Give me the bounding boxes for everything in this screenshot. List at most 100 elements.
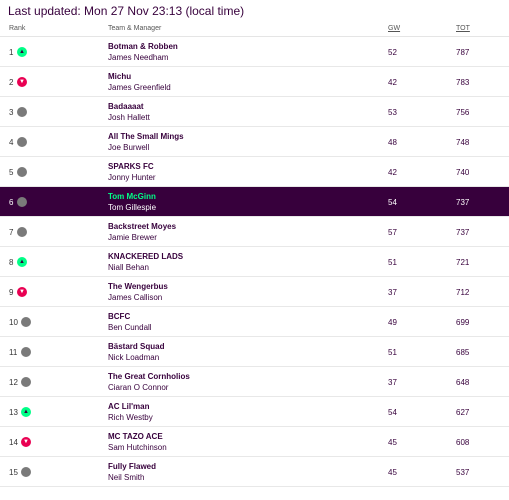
total-points: 699 [456, 318, 470, 327]
table-row[interactable]: 3 Badaaaat Josh Hallett 53 756 [0, 97, 509, 127]
table-row[interactable]: 5 SPARKS FC Jonny Hunter 42 740 [0, 157, 509, 187]
rank-up-icon: ▲ [21, 407, 31, 417]
rank-down-icon: ▼ [21, 437, 31, 447]
rank-down-icon: ▼ [17, 287, 27, 297]
team-name[interactable]: The Great Cornholios [108, 372, 190, 381]
team-name[interactable]: Bästard Squad [108, 342, 165, 351]
team-name[interactable]: The Wengerbus [108, 282, 168, 291]
header-rank: Rank [9, 25, 26, 32]
gameweek-points: 49 [388, 318, 397, 327]
manager-name: Nick Loadman [108, 353, 160, 362]
rank-same-icon [17, 197, 27, 207]
rank-up-icon: ▲ [17, 47, 27, 57]
table-row[interactable]: 9 ▼ The Wengerbus James Callison 37 712 [0, 277, 509, 307]
team-name[interactable]: BCFC [108, 312, 131, 321]
total-points: 737 [456, 198, 470, 207]
total-points: 712 [456, 288, 470, 297]
rank-number: 1 [9, 48, 14, 57]
table-row[interactable]: 4 All The Small Mings Joe Burwell 48 748 [0, 127, 509, 157]
gameweek-points: 45 [388, 468, 397, 477]
manager-name: Joe Burwell [108, 143, 150, 152]
manager-name: Rich Westby [108, 413, 153, 422]
rank-same-icon [17, 227, 27, 237]
rank-same-icon [17, 107, 27, 117]
team-name[interactable]: Botman & Robben [108, 42, 178, 51]
manager-name: Tom Gillespie [108, 203, 157, 212]
gameweek-points: 37 [388, 288, 397, 297]
total-points: 648 [456, 378, 470, 387]
total-points: 537 [456, 468, 470, 477]
rank-number: 11 [9, 348, 18, 357]
rank-same-icon [21, 467, 31, 477]
rank-number: 3 [9, 108, 14, 117]
team-name[interactable]: Backstreet Moyes [108, 222, 177, 231]
rank-number: 8 [9, 258, 14, 267]
table-row[interactable]: 7 Backstreet Moyes Jamie Brewer 57 737 [0, 217, 509, 247]
rank-up-icon: ▲ [17, 257, 27, 267]
rank-same-icon [17, 137, 27, 147]
rank-number: 12 [9, 378, 18, 387]
rank-number: 6 [9, 198, 14, 207]
total-points: 737 [456, 228, 470, 237]
total-points: 783 [456, 78, 470, 87]
total-points: 627 [456, 408, 470, 417]
rank-number: 4 [9, 138, 14, 147]
table-row[interactable]: 2 ▼ Michu James Greenfield 42 783 [0, 67, 509, 97]
table-row[interactable]: 13 ▲ AC Lil'man Rich Westby 54 627 [0, 397, 509, 427]
rank-number: 15 [9, 468, 18, 477]
table-row[interactable]: 8 ▲ KNACKERED LADS Niall Behan 51 721 [0, 247, 509, 277]
table-row[interactable]: 15 Fully Flawed Neil Smith 45 537 [0, 457, 509, 487]
manager-name: Jamie Brewer [108, 233, 157, 242]
gameweek-points: 54 [388, 198, 397, 207]
manager-name: James Callison [108, 293, 163, 302]
manager-name: Ben Cundall [108, 323, 152, 332]
team-name[interactable]: KNACKERED LADS [108, 252, 184, 261]
rank-number: 10 [9, 318, 18, 327]
manager-name: James Needham [108, 53, 169, 62]
gameweek-points: 37 [388, 378, 397, 387]
last-updated-text: Last updated: Mon 27 Nov 23:13 (local ti… [8, 4, 245, 18]
team-name[interactable]: SPARKS FC [108, 162, 154, 171]
gameweek-points: 52 [388, 48, 397, 57]
total-points: 748 [456, 138, 470, 147]
team-name[interactable]: All The Small Mings [108, 132, 184, 141]
gameweek-points: 45 [388, 438, 397, 447]
rank-number: 7 [9, 228, 14, 237]
rank-number: 9 [9, 288, 14, 297]
table-row[interactable]: 6 Tom McGinn Tom Gillespie 54 737 [0, 187, 509, 217]
manager-name: Ciaran O Connor [108, 383, 169, 392]
manager-name: Niall Behan [108, 263, 149, 272]
table-row[interactable]: 10 BCFC Ben Cundall 49 699 [0, 307, 509, 337]
manager-name: Neil Smith [108, 473, 145, 482]
gameweek-points: 57 [388, 228, 397, 237]
manager-name: Jonny Hunter [108, 173, 156, 182]
total-points: 756 [456, 108, 470, 117]
rank-same-icon [17, 167, 27, 177]
rank-same-icon [21, 377, 31, 387]
team-name[interactable]: Tom McGinn [108, 192, 156, 201]
team-name[interactable]: Michu [108, 72, 132, 81]
rank-down-icon: ▼ [17, 77, 27, 87]
table-header: Rank Team & Manager GW TOT [0, 22, 509, 37]
team-name[interactable]: AC Lil'man [108, 402, 150, 411]
rank-number: 5 [9, 168, 14, 177]
table-row[interactable]: 11 Bästard Squad Nick Loadman 51 685 [0, 337, 509, 367]
gameweek-points: 54 [388, 408, 397, 417]
header-tot[interactable]: TOT [456, 25, 470, 32]
team-name[interactable]: Badaaaat [108, 102, 144, 111]
total-points: 787 [456, 48, 470, 57]
header-gw[interactable]: GW [388, 25, 401, 32]
manager-name: Josh Hallett [108, 113, 150, 122]
rank-same-icon [21, 347, 31, 357]
rank-same-icon [21, 317, 31, 327]
table-row[interactable]: 1 ▲ Botman & Robben James Needham 52 787 [0, 37, 509, 67]
table-row[interactable]: 12 The Great Cornholios Ciaran O Connor 37 6… [0, 367, 509, 397]
table-body: 1 ▲ Botman & Robben James Needham 52 787 2 ▼ Mic… [0, 37, 509, 487]
total-points: 721 [456, 258, 470, 267]
total-points: 740 [456, 168, 470, 177]
team-name[interactable]: Fully Flawed [108, 462, 157, 471]
rank-number: 2 [9, 78, 14, 87]
table-row[interactable]: 14 ▼ MC TAZO ACE Sam Hutchinson 45 608 [0, 427, 509, 457]
team-name[interactable]: MC TAZO ACE [108, 432, 163, 441]
rank-number: 14 [9, 438, 18, 447]
